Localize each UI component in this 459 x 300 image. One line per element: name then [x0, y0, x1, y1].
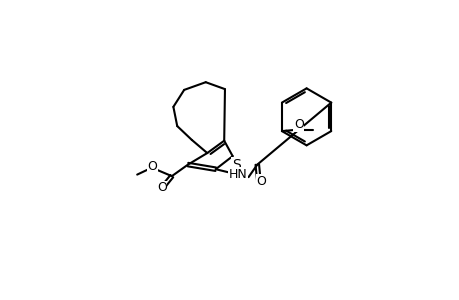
Text: O: O — [256, 175, 265, 188]
Text: O: O — [157, 181, 167, 194]
Text: S: S — [232, 158, 241, 172]
Text: HN: HN — [228, 168, 247, 181]
Text: O: O — [293, 118, 303, 131]
Text: O: O — [147, 160, 157, 173]
